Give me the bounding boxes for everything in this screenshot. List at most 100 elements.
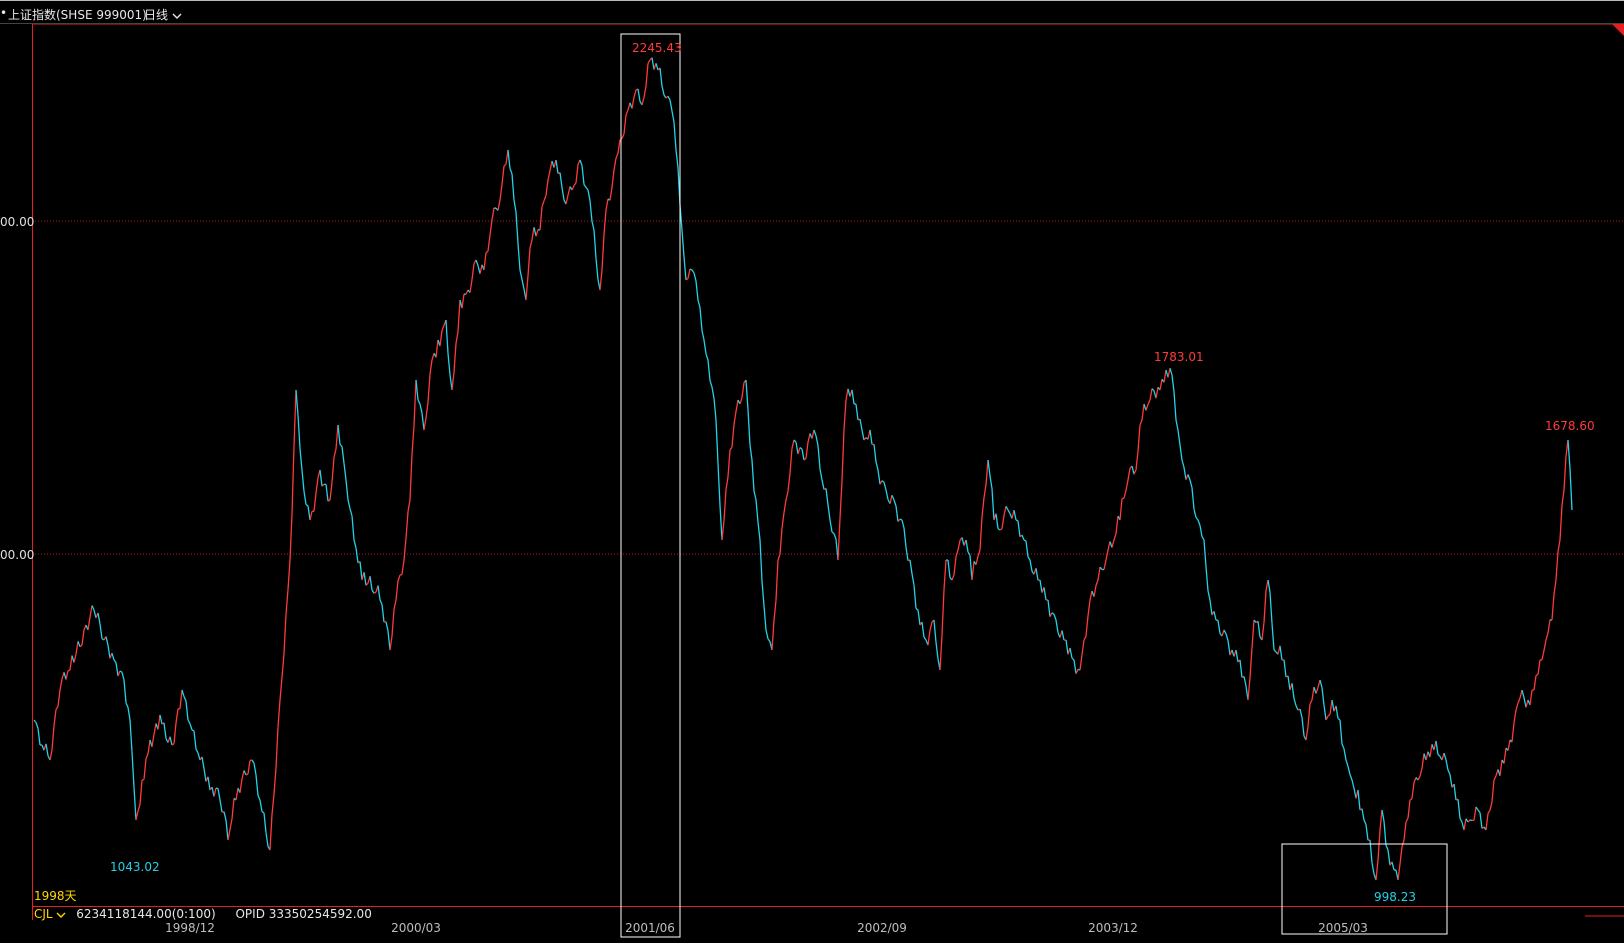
price-segment: [400, 574, 402, 575]
price-segment: [398, 575, 400, 581]
price-segment: [192, 730, 194, 731]
price-segment: [780, 528, 782, 554]
chevron-down-icon[interactable]: [56, 911, 66, 919]
price-segment: [1412, 783, 1414, 799]
price-segment: [338, 425, 340, 444]
price-segment: [1500, 760, 1502, 776]
price-segment: [1040, 580, 1042, 593]
price-segment: [1404, 822, 1406, 840]
price-segment: [1474, 807, 1476, 820]
price-segment: [646, 63, 648, 85]
price-segment: [1408, 800, 1410, 818]
price-segment: [122, 672, 124, 680]
price-segment: [928, 630, 930, 645]
price-segment: [480, 265, 482, 274]
price-segment: [800, 448, 802, 450]
price-segment: [448, 353, 450, 374]
price-segment: [806, 442, 808, 458]
indicator-name[interactable]: CJL: [34, 907, 53, 921]
price-segment: [962, 537, 964, 545]
security-title[interactable]: 上证指数(SHSE 999001): [8, 6, 147, 23]
y-axis-label-lower: 00.00: [0, 548, 34, 562]
price-segment: [408, 500, 410, 512]
price-segment: [820, 469, 822, 480]
highlight-box-2001-peak: [621, 34, 680, 937]
price-segment: [1274, 650, 1276, 652]
price-segment: [272, 794, 274, 815]
price-segment: [894, 500, 896, 506]
x-tick-label: 2002/09: [857, 921, 907, 935]
price-segment: [60, 679, 62, 690]
price-segment: [402, 560, 404, 574]
price-segment: [124, 680, 126, 703]
price-segment: [132, 752, 134, 787]
price-segment: [846, 389, 848, 400]
price-segment: [696, 281, 698, 300]
price-segment: [290, 514, 292, 560]
price-segment: [414, 380, 416, 426]
price-segment: [1096, 580, 1098, 585]
price-segment: [316, 478, 318, 493]
price-segment: [1320, 680, 1322, 688]
price-segment: [306, 504, 308, 505]
price-segment: [1366, 824, 1368, 840]
price-segment: [788, 473, 790, 491]
price-segment: [1192, 488, 1194, 509]
price-segment: [1322, 688, 1324, 706]
annotation-peak-2004: 1783.01: [1154, 350, 1204, 364]
price-segment: [702, 331, 704, 340]
price-segment: [698, 300, 700, 308]
price-segment: [1536, 674, 1538, 675]
price-segment: [736, 400, 738, 411]
price-segment: [488, 235, 490, 251]
price-segment: [766, 630, 768, 639]
price-segment: [130, 720, 132, 752]
price-segment: [106, 637, 108, 646]
annotation-high: 2245.43: [632, 41, 682, 55]
price-segment: [184, 697, 186, 702]
period-selector[interactable]: 日线: [144, 6, 182, 23]
price-segment: [1072, 658, 1074, 660]
price-segment: [280, 677, 282, 700]
price-segment: [550, 161, 552, 170]
price-segment: [240, 779, 242, 793]
price-segment: [542, 201, 544, 207]
price-segment: [548, 170, 550, 180]
price-segment: [252, 760, 254, 763]
price-segment: [1164, 370, 1166, 382]
price-segment: [580, 160, 582, 165]
price-segment: [372, 590, 374, 593]
price-segment: [204, 768, 206, 781]
price-segment: [910, 560, 912, 574]
price-segment: [1066, 640, 1068, 654]
price-segment: [1136, 451, 1138, 470]
price-segment: [802, 449, 804, 460]
price-segment: [1026, 541, 1028, 557]
price-segment: [346, 480, 348, 500]
price-segment: [246, 774, 248, 775]
price-segment: [878, 470, 880, 484]
price-segment: [704, 340, 706, 354]
price-segment: [180, 690, 182, 709]
price-segment: [492, 208, 494, 220]
price-segment: [1350, 775, 1352, 780]
price-segment: [1112, 540, 1114, 548]
price-segment: [344, 463, 346, 480]
price-segment: [1114, 534, 1116, 540]
price-segment: [242, 770, 244, 779]
price-segment: [1330, 700, 1332, 714]
price-segment: [562, 188, 564, 200]
price-segment: [462, 294, 464, 308]
price-segment: [986, 460, 988, 485]
price-segment: [50, 750, 52, 760]
price-segment: [732, 424, 734, 447]
price-segment: [734, 411, 736, 424]
price-segment: [380, 600, 382, 604]
corner-marker: [1612, 24, 1624, 36]
price-segment: [1016, 520, 1018, 521]
price-segment: [1344, 749, 1346, 760]
price-segment: [364, 572, 366, 585]
price-segment: [786, 491, 788, 500]
